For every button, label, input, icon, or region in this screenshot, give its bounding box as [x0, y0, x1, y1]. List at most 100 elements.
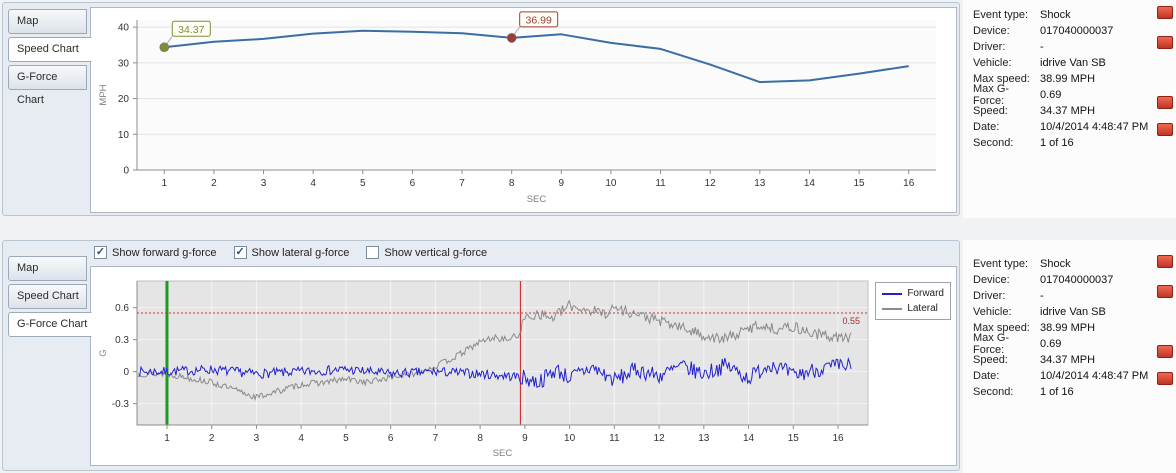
tab-map[interactable]: Map	[8, 256, 87, 281]
svg-text:11: 11	[655, 178, 666, 189]
red-marker-icon[interactable]	[1157, 6, 1173, 19]
tab-map[interactable]: Map	[8, 9, 87, 34]
info-row: Max G-Force: 0.69	[973, 332, 1169, 356]
speed-chart-panel: Map Speed Chart G-Force Chart 0 10 20 30 40 1…	[2, 2, 960, 216]
checkbox-show-vertical-gforce[interactable]: Show vertical g-force	[366, 246, 487, 259]
info-label: Event type:	[973, 258, 1029, 270]
red-marker-icon[interactable]	[1157, 345, 1173, 358]
info-value: 10/4/2014 4:48:47 PM	[1040, 121, 1149, 133]
info-value: 0.69	[1040, 338, 1062, 350]
svg-text:0: 0	[123, 367, 129, 378]
checkbox-show-lateral-gforce[interactable]: ✓ Show lateral g-force	[233, 246, 350, 259]
info-label: Second:	[973, 137, 1014, 149]
info-label: Max G-Force:	[973, 332, 1010, 356]
info-row: Speed: 34.37 MPH	[973, 103, 1169, 119]
svg-text:30: 30	[118, 58, 130, 69]
info-value: 017040000037	[1040, 25, 1114, 37]
info-row: Vehicle: idrive Van SB	[973, 55, 1169, 71]
red-marker-icon[interactable]	[1157, 96, 1173, 109]
svg-text:34.37: 34.37	[178, 24, 204, 36]
red-marker-icon[interactable]	[1157, 36, 1173, 49]
svg-text:0: 0	[123, 166, 129, 177]
info-row: Speed: 34.37 MPH	[973, 352, 1169, 368]
info-value: -	[1040, 290, 1044, 302]
info-value: 38.99 MPH	[1040, 322, 1096, 334]
svg-text:-0.3: -0.3	[112, 399, 130, 410]
svg-text:6: 6	[410, 178, 416, 189]
info-label: Device:	[973, 274, 1010, 286]
event-info-panel-bottom: Event type: Shock Device: 017040000037 Drive…	[973, 256, 1169, 400]
info-value: 1 of 16	[1040, 137, 1074, 149]
tab-speed-chart[interactable]: Speed Chart	[8, 37, 92, 62]
info-label: Second:	[973, 386, 1014, 398]
checkbox-label: Show lateral g-force	[251, 246, 350, 259]
speed-panel-tab-strip: Map Speed Chart G-Force Chart	[8, 9, 92, 106]
svg-text:7: 7	[433, 433, 439, 444]
svg-text:36.99: 36.99	[526, 14, 552, 26]
info-label: Max G-Force:	[973, 83, 1010, 107]
info-row: Max speed: 38.99 MPH	[973, 71, 1169, 87]
info-label: Date:	[973, 121, 1000, 133]
gforce-chart[interactable]: -0.300.30.60.551 2 3 4 5 6 7 8 9 10 11 12 13 14 15 16SE…	[91, 267, 956, 465]
svg-text:20: 20	[118, 94, 130, 105]
svg-text:10: 10	[118, 130, 130, 141]
checkbox-box	[366, 246, 380, 259]
svg-text:5: 5	[343, 433, 349, 444]
info-row: Date: 10/4/2014 4:48:47 PM	[973, 368, 1169, 384]
info-row: Second: 1 of 16	[973, 135, 1169, 151]
svg-text:15: 15	[788, 433, 800, 444]
legend-line-sample	[882, 292, 903, 295]
info-value: idrive Van SB	[1040, 57, 1106, 69]
info-value: Shock	[1040, 9, 1071, 21]
svg-text:MPH: MPH	[98, 84, 109, 105]
svg-text:4: 4	[310, 178, 316, 189]
info-row: Event type: Shock	[973, 7, 1169, 23]
gforce-panel-tab-strip: Map Speed Chart G-Force Chart	[8, 256, 92, 340]
checkbox-label: Show forward g-force	[112, 246, 217, 259]
info-value: idrive Van SB	[1040, 306, 1106, 318]
legend-label: Lateral	[907, 303, 938, 314]
svg-text:8: 8	[509, 178, 515, 189]
gforce-chart-container: -0.3 0 0.3 0.6 0.55 1 2 3 4 5 6 7 8 9 10 11 12 13 14 15 16 SE…	[90, 266, 957, 466]
info-value: 38.99 MPH	[1040, 73, 1096, 85]
red-marker-icon[interactable]	[1157, 372, 1173, 385]
red-marker-icon[interactable]	[1157, 255, 1173, 268]
svg-text:14: 14	[743, 433, 755, 444]
svg-text:SEC: SEC	[493, 448, 513, 459]
info-label: Event type:	[973, 9, 1029, 21]
svg-text:12: 12	[705, 178, 717, 189]
svg-text:8: 8	[477, 433, 483, 444]
svg-text:13: 13	[754, 178, 766, 189]
info-label: Device:	[973, 25, 1010, 37]
svg-text:2: 2	[209, 433, 215, 444]
svg-text:0.3: 0.3	[115, 335, 129, 346]
info-row: Max G-Force: 0.69	[973, 83, 1169, 107]
info-label: Max speed:	[973, 322, 1030, 334]
info-label: Max speed:	[973, 73, 1030, 85]
info-value: 34.37 MPH	[1040, 354, 1096, 366]
info-row: Device: 017040000037	[973, 272, 1169, 288]
info-label: Speed:	[973, 105, 1008, 117]
gforce-options-row: ✓ Show forward g-force ✓ Show lateral g-…	[94, 246, 487, 259]
red-marker-icon[interactable]	[1157, 285, 1173, 298]
legend-item-forward: Forward	[882, 286, 944, 301]
svg-text:15: 15	[854, 178, 866, 189]
tab-gforce-chart[interactable]: G-Force Chart	[8, 312, 92, 337]
checkbox-show-forward-gforce[interactable]: ✓ Show forward g-force	[94, 246, 217, 259]
svg-text:14: 14	[804, 178, 816, 189]
tab-speed-chart[interactable]: Speed Chart	[8, 284, 87, 309]
info-label: Vehicle:	[973, 306, 1012, 318]
tab-gforce-chart[interactable]: G-Force Chart	[8, 65, 87, 106]
info-value: 10/4/2014 4:48:47 PM	[1040, 370, 1149, 382]
info-label: Driver:	[973, 41, 1006, 53]
info-row: Event type: Shock	[973, 256, 1169, 272]
svg-text:7: 7	[459, 178, 465, 189]
red-marker-icon[interactable]	[1157, 123, 1173, 136]
info-row: Device: 017040000037	[973, 23, 1169, 39]
checkbox-box: ✓	[94, 246, 107, 259]
svg-text:3: 3	[254, 433, 260, 444]
legend-item-lateral: Lateral	[882, 301, 944, 316]
info-label: Vehicle:	[973, 57, 1012, 69]
